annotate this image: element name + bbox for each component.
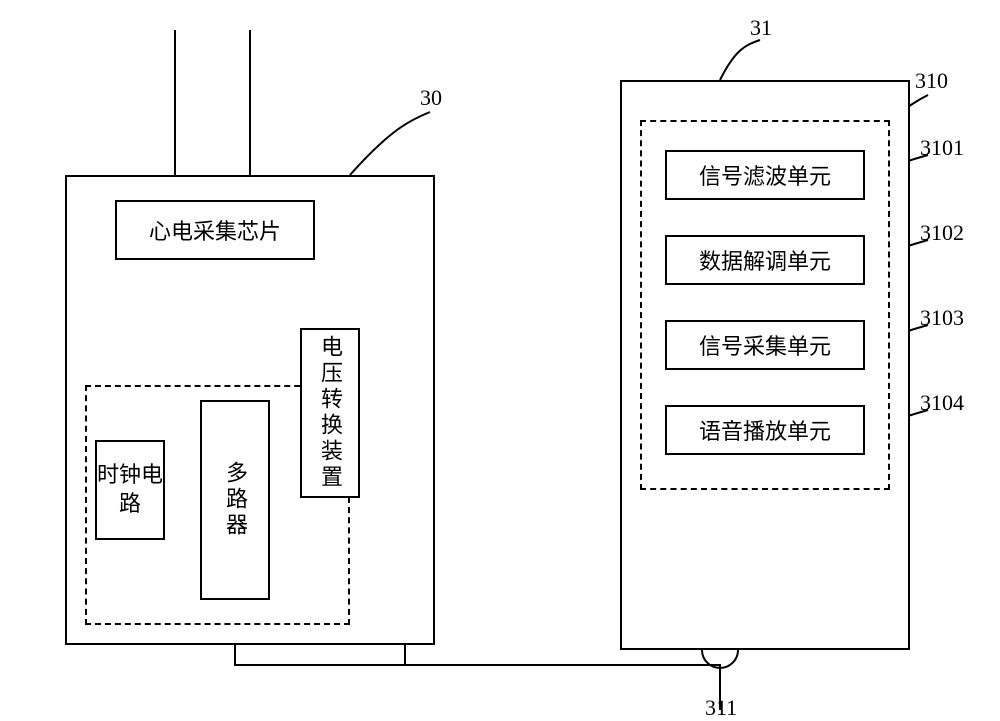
mux-box: 多路器 [200,400,270,600]
unit-box-0: 信号滤波单元 [665,150,865,200]
unit-label-3: 语音播放单元 [699,414,831,446]
voltage-box: 电压转换装置 [300,328,360,498]
ref-3103: 3103 [920,305,964,331]
unit-box-3: 语音播放单元 [665,405,865,455]
ecg-chip-box: 心电采集芯片 [115,200,315,260]
ref-3102: 3102 [920,220,964,246]
clock-box: 时钟电路 [95,440,165,540]
ref-31: 31 [750,15,772,41]
ref-3104: 3104 [920,390,964,416]
unit-box-1: 数据解调单元 [665,235,865,285]
ref-3101: 3101 [920,135,964,161]
ref-311: 311 [705,695,737,721]
ref-310: 310 [915,68,948,94]
unit-label-2: 信号采集单元 [699,329,831,361]
mux-label: 多路器 [219,461,251,539]
voltage-label: 电压转换装置 [314,335,346,491]
unit-box-2: 信号采集单元 [665,320,865,370]
unit-label-1: 数据解调单元 [699,244,831,276]
clock-label: 时钟电路 [97,461,163,518]
ecg-chip-label: 心电采集芯片 [149,214,281,246]
ref-30: 30 [420,85,442,111]
unit-label-0: 信号滤波单元 [699,159,831,191]
